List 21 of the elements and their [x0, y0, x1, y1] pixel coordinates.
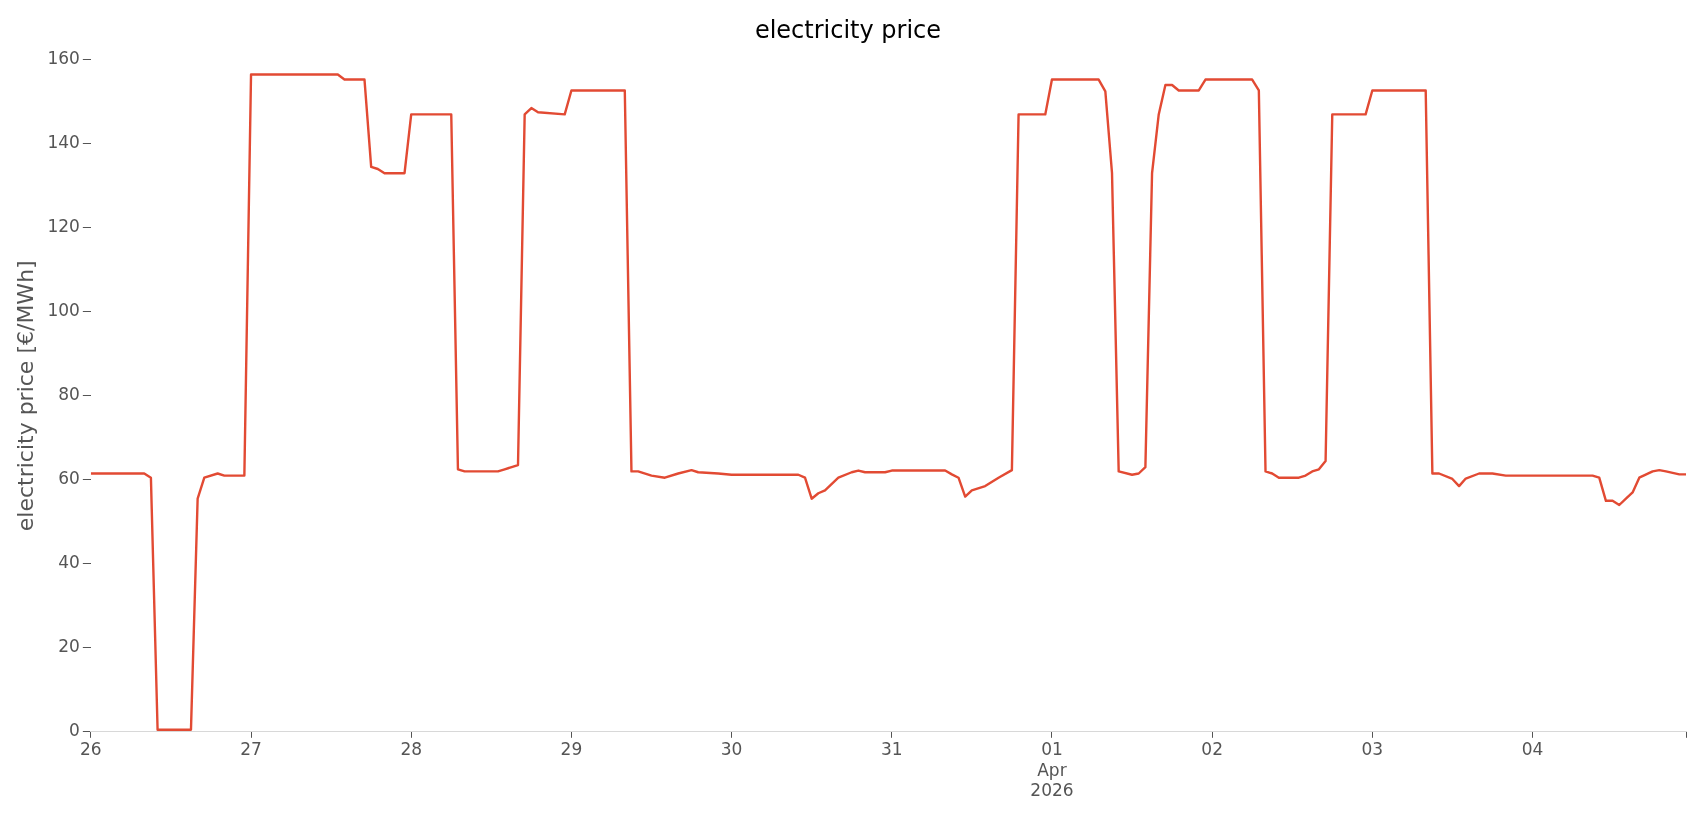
y-tick-label: 0: [69, 720, 80, 741]
x-tick-label: 27: [240, 739, 262, 760]
x-tick-label: 02: [1201, 739, 1223, 760]
y-tick-label: 40: [58, 552, 80, 573]
y-tick-label: 100: [47, 300, 80, 321]
y-tick-label: 20: [58, 636, 80, 657]
y-tick-label: 120: [47, 216, 80, 237]
x-tick-label: 26: [80, 739, 102, 760]
x-tick-label: 03: [1361, 739, 1384, 760]
x-tick-label: 28: [400, 739, 423, 760]
x-tick-label: 04: [1521, 739, 1544, 760]
x-tick-label: 31: [880, 739, 903, 760]
y-axis-title: electricity price [€/MWh]: [12, 260, 38, 532]
y-tick-label: 60: [58, 468, 80, 489]
chart-title: electricity price: [754, 15, 942, 44]
x-tick-label: 29: [560, 739, 583, 760]
x-tick-label: 30: [720, 739, 743, 760]
y-tick-label: 80: [58, 384, 80, 405]
y-tick-label: 140: [47, 132, 80, 153]
y-tick-label: 160: [47, 48, 80, 69]
x-tick-label: 01 Apr 2026: [1030, 739, 1074, 801]
